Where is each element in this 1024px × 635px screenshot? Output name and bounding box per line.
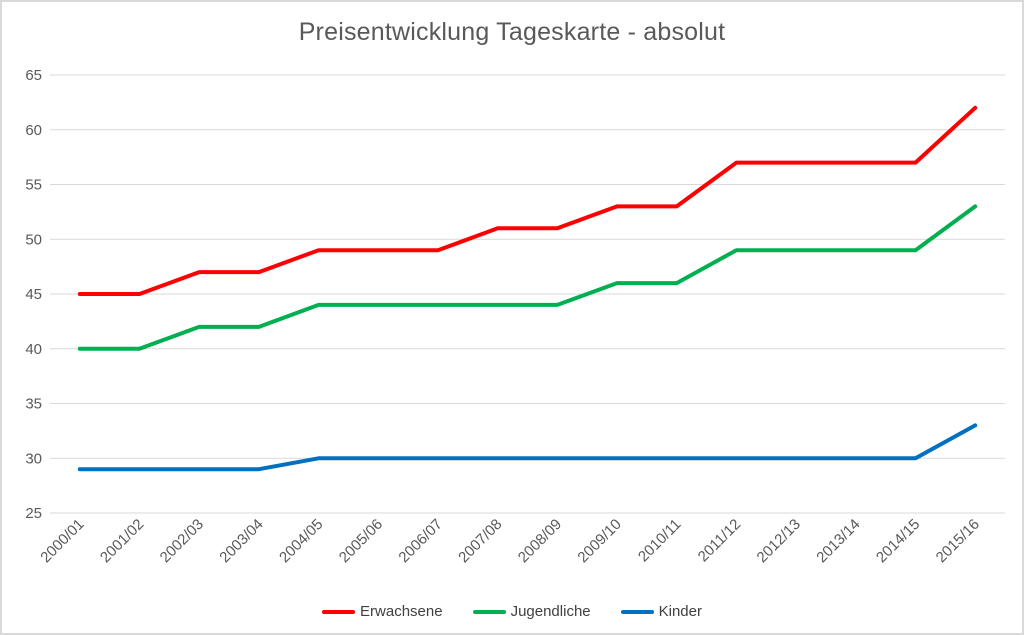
x-axis-label: 2001/02 <box>97 516 147 566</box>
x-axis-label: 2010/11 <box>635 516 685 566</box>
legend-item-jugendliche: Jugendliche <box>472 603 591 620</box>
x-axis-label: 2000/01 <box>37 516 87 566</box>
x-axis-label: 2003/04 <box>216 516 266 566</box>
legend-line-icon <box>472 609 506 614</box>
y-axis-label: 65 <box>25 67 42 84</box>
x-axis-label: 2014/15 <box>873 516 923 566</box>
legend-line-icon <box>322 609 356 614</box>
legend-label: Jugendliche <box>510 603 591 620</box>
y-axis-label: 30 <box>25 450 42 467</box>
y-axis-label: 40 <box>25 341 42 358</box>
chart-title: Preisentwicklung Tageskarte - absolut <box>298 18 726 46</box>
y-axis-label: 35 <box>25 396 42 413</box>
y-axis-label: 50 <box>25 231 42 248</box>
legend: Erwachsene Jugendliche Kinder <box>2 603 1022 620</box>
legend-label: Erwachsene <box>360 603 443 620</box>
x-axis-label: 2015/16 <box>933 516 983 566</box>
x-axis-label: 2002/03 <box>157 516 207 566</box>
x-axis-label: 2005/06 <box>336 516 386 566</box>
series-line-erwachsene <box>77 105 978 296</box>
series-line-kinder <box>77 423 978 472</box>
x-axis-label: 2011/12 <box>695 516 745 566</box>
x-axis-label: 2006/07 <box>395 516 445 566</box>
series-line-jugendliche <box>77 204 978 351</box>
legend-item-kinder: Kinder <box>620 603 702 620</box>
x-axis-label: 2008/09 <box>515 516 565 566</box>
x-axis-label: 2004/05 <box>276 516 326 566</box>
x-axis-label: 2012/13 <box>754 516 804 566</box>
x-axis-label: 2009/10 <box>574 516 624 566</box>
y-axis-label: 60 <box>25 122 42 139</box>
legend-item-erwachsene: Erwachsene <box>322 603 443 620</box>
y-axis-label: 55 <box>25 177 42 194</box>
y-axis-label: 25 <box>25 505 42 522</box>
x-axis-label: 2013/14 <box>813 516 863 566</box>
legend-line-icon <box>620 609 654 614</box>
legend-label: Kinder <box>658 603 702 620</box>
x-axis-label: 2007/08 <box>455 516 505 566</box>
y-axis-label: 45 <box>25 286 42 303</box>
